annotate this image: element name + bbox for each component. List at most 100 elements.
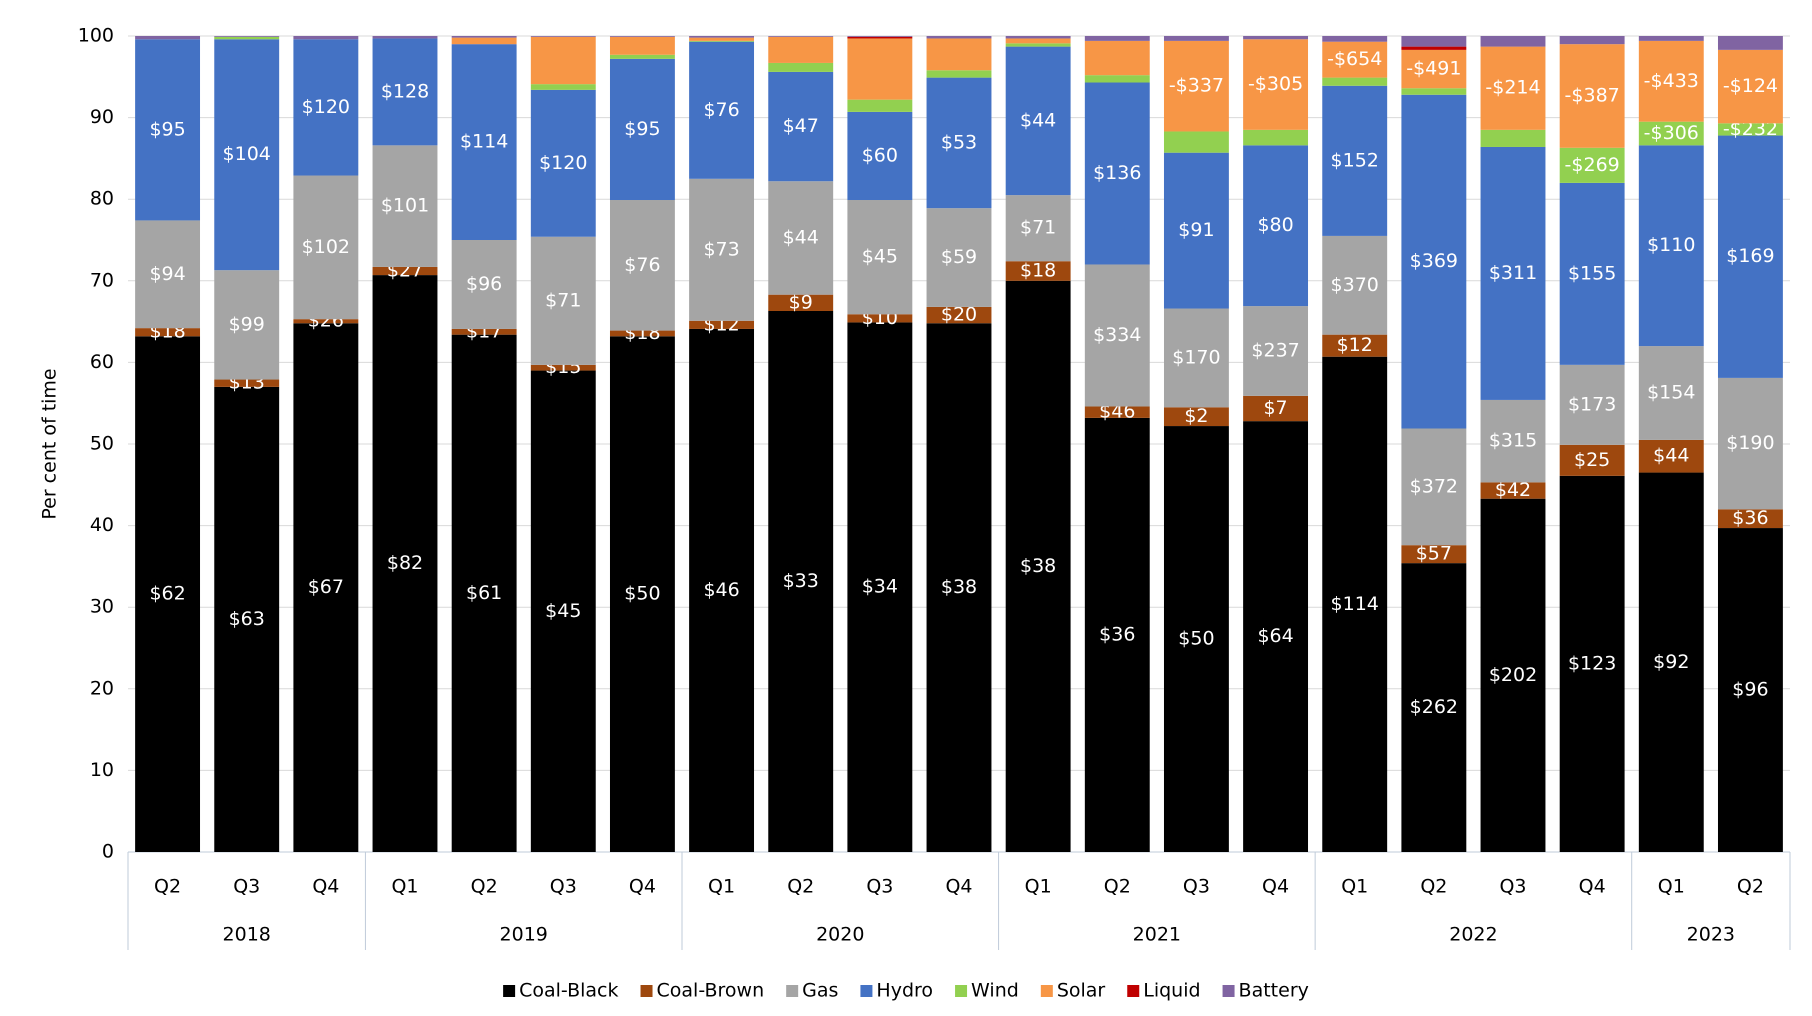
bar-segment <box>1717 377 1783 510</box>
bar-segment <box>1638 145 1704 347</box>
bar-segment <box>1717 135 1783 378</box>
bar-segment <box>1163 40 1229 132</box>
bar-segment <box>1401 563 1467 852</box>
data-label: $50 <box>624 583 660 605</box>
bar-segment <box>1322 356 1388 852</box>
data-label: $60 <box>862 144 898 166</box>
bar-segment <box>847 36 913 39</box>
bar-segment <box>1084 36 1150 41</box>
x-tick-label: Q4 <box>945 876 972 898</box>
data-label: $202 <box>1489 664 1537 686</box>
bar-segment <box>1005 36 1071 39</box>
bar-segment <box>451 240 517 329</box>
bar-segment <box>847 36 913 37</box>
bar-segment <box>1243 395 1309 422</box>
bar-segment <box>1005 261 1071 281</box>
bar-segment <box>926 38 992 71</box>
data-label: -$337 <box>1169 75 1224 97</box>
data-label: $173 <box>1568 393 1616 415</box>
bar-segment <box>1480 46 1546 130</box>
bar-segment <box>214 36 280 37</box>
legend-label: Coal-Brown <box>657 980 765 1002</box>
bar-segment <box>1322 334 1388 357</box>
bar-segment <box>530 84 596 90</box>
data-label: $152 <box>1331 149 1379 171</box>
data-label: $110 <box>1647 234 1695 256</box>
data-label: $76 <box>703 99 739 121</box>
bar-segment <box>609 54 675 59</box>
bar-segment <box>768 181 834 295</box>
y-tick-label: 80 <box>90 188 114 210</box>
data-label: $71 <box>545 289 581 311</box>
bar-segment <box>1322 85 1388 236</box>
legend-label: Wind <box>971 980 1019 1002</box>
x-tick-label: Q2 <box>787 876 814 898</box>
bar-segment <box>609 36 675 37</box>
data-label: $104 <box>223 143 271 165</box>
bar-segment <box>530 89 596 237</box>
bar-segment <box>1401 36 1467 47</box>
bar-segment <box>847 314 913 323</box>
data-label: $18 <box>1020 260 1056 282</box>
bar-segment <box>1084 417 1150 852</box>
data-label: $190 <box>1726 432 1774 454</box>
data-label: $57 <box>1416 543 1452 565</box>
bar-segment <box>689 41 755 179</box>
bar-segment <box>372 145 438 267</box>
data-label: $38 <box>941 576 977 598</box>
data-label: $372 <box>1410 475 1458 497</box>
legend-swatch <box>860 985 873 997</box>
x-tick-label: Q1 <box>1025 876 1052 898</box>
bar-segment <box>1717 36 1783 50</box>
data-label: $25 <box>1574 449 1610 471</box>
x-tick-label: Q4 <box>1262 876 1289 898</box>
data-label: $47 <box>783 115 819 137</box>
bar-segment <box>1243 421 1309 852</box>
x-tick-label: Q4 <box>312 876 339 898</box>
x-tick-label: Q2 <box>1737 876 1764 898</box>
data-label: $237 <box>1251 339 1299 361</box>
x-group-label: 2021 <box>1133 924 1181 946</box>
y-tick-label: 0 <box>102 841 114 863</box>
bar-segment <box>1005 46 1071 196</box>
bar-segment <box>135 328 201 337</box>
data-label: $36 <box>1732 507 1768 529</box>
bar-segment <box>1163 426 1229 852</box>
bar-segment <box>926 306 992 324</box>
data-label: $99 <box>229 313 265 335</box>
y-tick-label: 90 <box>90 106 114 128</box>
data-label: $114 <box>1331 593 1379 615</box>
legend-swatch <box>1040 985 1053 997</box>
legend-label: Coal-Black <box>519 980 618 1002</box>
bar-segment <box>135 39 201 221</box>
bar-segment <box>451 44 517 240</box>
bar-segment <box>768 36 834 37</box>
data-label: -$306 <box>1644 122 1699 144</box>
data-label: -$654 <box>1327 48 1382 70</box>
bar-segment <box>1638 472 1704 852</box>
bar-segment <box>1243 129 1309 146</box>
data-label: $102 <box>302 236 350 258</box>
x-tick-label: Q1 <box>708 876 735 898</box>
data-label: -$491 <box>1406 58 1461 80</box>
y-tick-label: 10 <box>90 759 114 781</box>
bar-segment <box>135 220 201 329</box>
data-label: -$269 <box>1565 154 1620 176</box>
bar-segment <box>214 270 280 380</box>
bar-segment <box>372 266 438 276</box>
x-tick-label: Q4 <box>1579 876 1606 898</box>
data-label: -$433 <box>1644 70 1699 92</box>
data-label: $334 <box>1093 324 1141 346</box>
x-group-label: 2022 <box>1449 924 1497 946</box>
bar-segment <box>530 370 596 852</box>
legend-label: Battery <box>1239 980 1309 1002</box>
bar-segment <box>1717 528 1783 852</box>
x-tick-label: Q3 <box>1183 876 1210 898</box>
data-label: $82 <box>387 552 423 574</box>
bar-segment <box>689 320 755 329</box>
bar-segment <box>293 323 359 852</box>
data-label: $128 <box>381 80 429 102</box>
data-label: $2 <box>1184 405 1208 427</box>
bar-segment <box>1480 146 1546 400</box>
bar-segment <box>689 178 755 321</box>
